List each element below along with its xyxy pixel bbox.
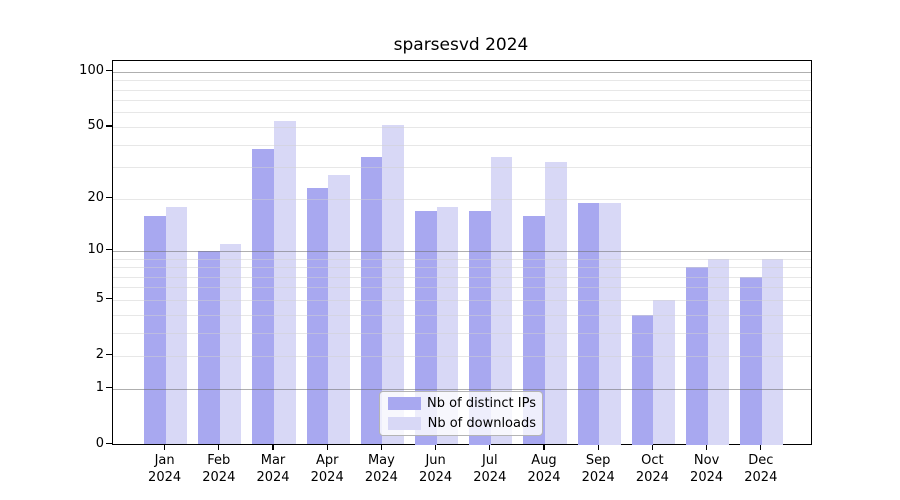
y-tick	[106, 125, 112, 127]
x-tick	[163, 444, 166, 450]
x-tick	[272, 444, 274, 450]
x-tick-label: Dec 2024	[744, 453, 778, 485]
y-tick	[106, 196, 112, 199]
legend-label-downloads: Nb of downloads	[427, 415, 536, 431]
bar-downloads	[490, 157, 513, 445]
x-tick-label: Nov 2024	[690, 453, 724, 485]
x-tick	[434, 444, 437, 450]
bars-layer	[113, 61, 811, 445]
y-tick-label: 5	[95, 290, 104, 306]
y-tick	[106, 354, 112, 356]
bar-distinct-ips	[252, 148, 274, 445]
bar-downloads	[436, 206, 459, 445]
x-tick-label: Sep 2024	[581, 453, 615, 485]
y-tick-label: 10	[87, 241, 104, 257]
bar-distinct-ips	[469, 211, 491, 445]
bar-distinct-ips	[143, 215, 166, 445]
y-tick	[106, 70, 112, 72]
bar-distinct-ips	[685, 267, 708, 445]
x-tick	[326, 444, 328, 450]
y-tick	[106, 386, 112, 389]
x-tick-label: Mar 2024	[256, 453, 290, 485]
bar-distinct-ips	[414, 211, 437, 445]
x-tick	[597, 444, 599, 450]
legend-swatch-distinct-ips	[388, 397, 421, 410]
plot-area: Nb of distinct IPs Nb of downloads	[112, 60, 812, 445]
legend-label-distinct-ips: Nb of distinct IPs	[427, 395, 536, 411]
x-tick-label: May 2024	[364, 453, 398, 485]
x-tick	[380, 444, 383, 450]
chart-legend: Nb of distinct IPs Nb of downloads	[379, 391, 543, 436]
chart-title: sparsesvd 2024	[393, 35, 529, 55]
x-tick-label: Oct 2024	[635, 453, 669, 485]
legend-item-downloads: Nb of downloads	[386, 415, 536, 432]
bar-distinct-ips	[740, 276, 762, 445]
x-tick-label: Apr 2024	[310, 453, 344, 485]
y-tick	[106, 298, 112, 300]
bar-distinct-ips	[306, 187, 329, 445]
bar-downloads	[707, 258, 730, 445]
x-tick-label: Aug 2024	[527, 453, 561, 485]
bar-downloads	[545, 162, 567, 445]
x-tick	[760, 444, 762, 450]
bar-downloads	[653, 299, 676, 445]
bar-downloads	[599, 202, 621, 445]
y-tick-label: 20	[87, 189, 104, 205]
y-tick	[106, 442, 112, 445]
x-tick-label: Feb 2024	[202, 453, 236, 485]
y-tick-label: 1	[95, 379, 104, 395]
x-tick	[651, 444, 654, 450]
y-tick	[106, 249, 112, 251]
bar-downloads	[382, 125, 405, 445]
x-tick-label: Jan 2024	[148, 453, 182, 485]
bar-downloads	[328, 175, 350, 445]
y-tick-label: 100	[79, 62, 104, 78]
bar-distinct-ips	[631, 314, 654, 445]
y-tick-label: 2	[95, 346, 104, 362]
bar-downloads	[165, 206, 188, 445]
bar-distinct-ips	[577, 202, 600, 445]
x-tick	[543, 444, 545, 450]
legend-swatch-downloads	[388, 417, 421, 430]
y-tick-label: 0	[95, 435, 104, 451]
bar-distinct-ips	[198, 250, 220, 445]
x-tick-label: Jun 2024	[419, 453, 453, 485]
y-tick-label: 50	[87, 117, 104, 133]
bar-distinct-ips	[360, 157, 383, 445]
bar-distinct-ips	[523, 215, 545, 445]
bar-downloads	[761, 258, 784, 445]
bar-downloads	[219, 243, 242, 445]
x-tick	[218, 444, 220, 450]
x-tick-label: Jul 2024	[473, 453, 507, 485]
legend-item-distinct-ips: Nb of distinct IPs	[386, 395, 536, 412]
x-tick	[705, 444, 708, 450]
x-tick	[489, 444, 491, 450]
bar-downloads	[274, 120, 296, 445]
